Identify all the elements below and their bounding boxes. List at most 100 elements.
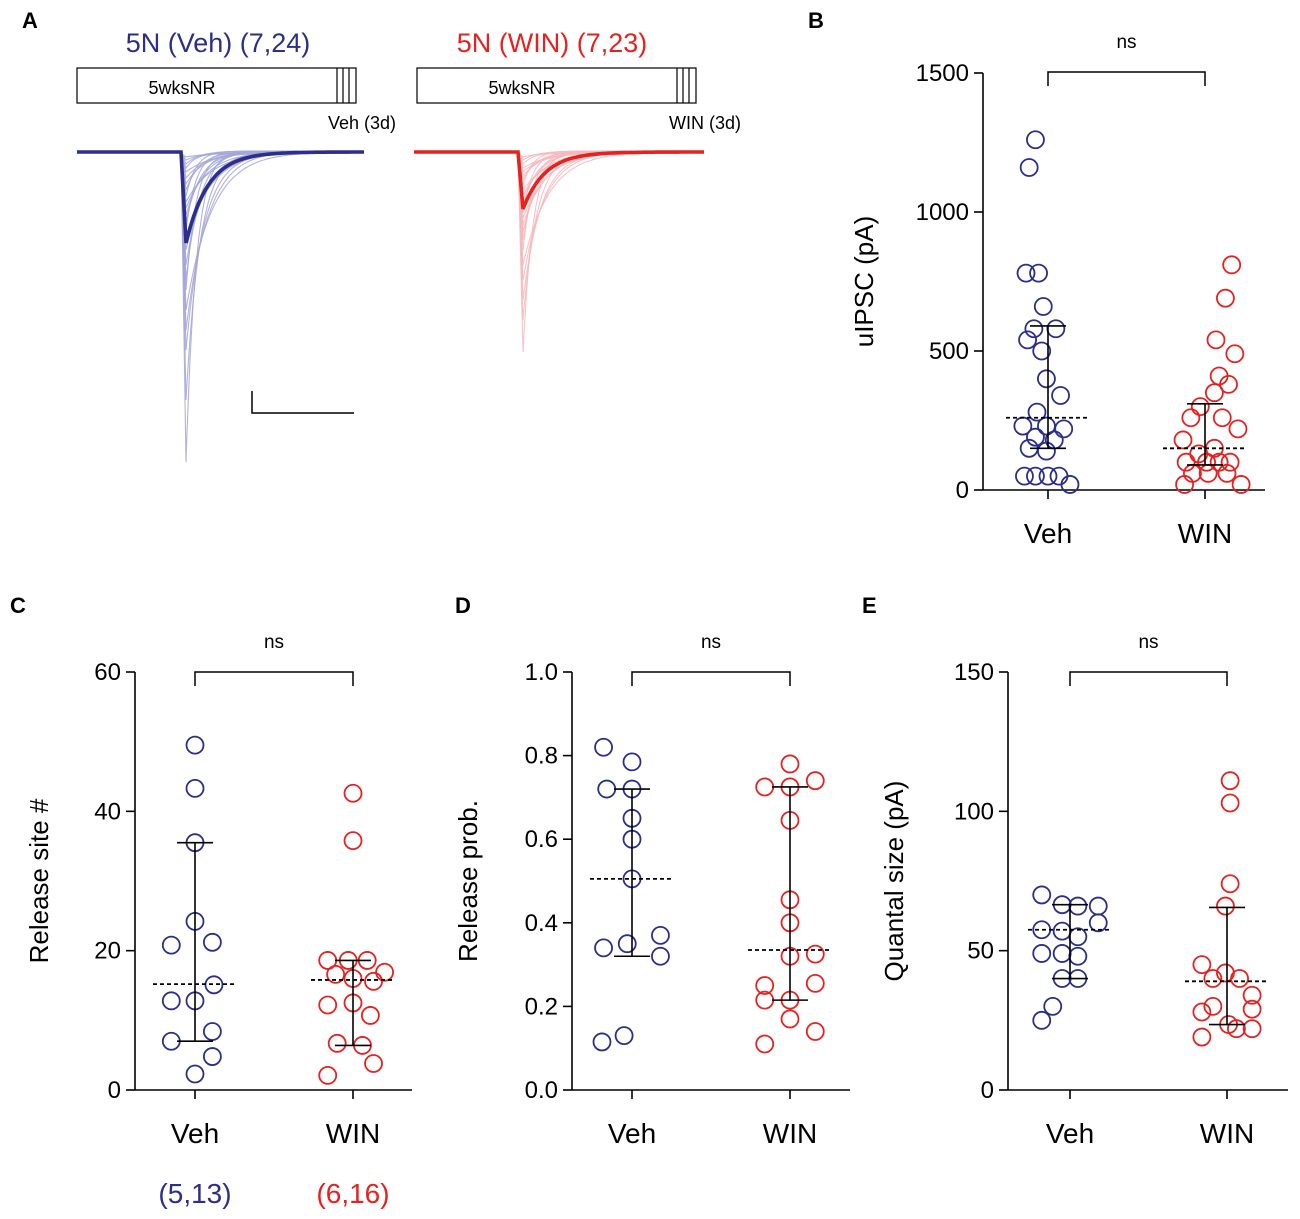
data-point [161, 935, 181, 955]
panel-a-letter: A [22, 8, 38, 33]
data-point [1197, 452, 1216, 472]
y-tick-label: 50 [967, 938, 994, 965]
data-point [805, 771, 825, 791]
panel-d-letter: D [455, 593, 471, 618]
y-axis-label: Release prob. [453, 800, 483, 962]
y-tick-label: 0.8 [525, 743, 558, 770]
x-category-label: WIN [1178, 518, 1232, 549]
data-point [1228, 419, 1248, 439]
panel-b-letter: B [808, 8, 824, 33]
data-point [1192, 1027, 1212, 1047]
data-point [755, 777, 775, 797]
data-point [1220, 793, 1240, 813]
data-point [755, 1034, 775, 1054]
data-point [1051, 386, 1070, 405]
x-category-label: Veh [608, 1118, 656, 1149]
data-point [1026, 466, 1045, 486]
y-tick-label: 0.6 [525, 826, 558, 853]
win-trace [414, 151, 704, 213]
series-win [748, 754, 832, 1054]
data-point [1220, 874, 1240, 894]
y-axis-label: Quantal size (pA) [879, 781, 909, 982]
data-point [1242, 985, 1262, 1005]
significance-bracket [631, 671, 791, 686]
y-tick-label: 40 [94, 798, 121, 825]
x-category-label: Veh [1046, 1118, 1094, 1149]
data-point [1242, 999, 1262, 1019]
veh-trace [77, 152, 364, 351]
y-tick-label: 1500 [916, 60, 969, 87]
data-point [1068, 896, 1088, 916]
win-trace [414, 150, 704, 219]
data-point [1024, 319, 1044, 339]
data-point [326, 964, 346, 984]
data-point [805, 1022, 825, 1041]
data-point [805, 944, 825, 964]
data-point [1032, 1010, 1052, 1030]
data-point [1038, 466, 1058, 486]
data-point [594, 737, 613, 757]
data-point [1216, 896, 1235, 916]
veh-trace [77, 151, 364, 311]
data-point [617, 934, 637, 954]
data-point [1192, 955, 1212, 974]
win-trace [414, 150, 704, 281]
data-point [1220, 452, 1240, 472]
data-point [1217, 463, 1237, 483]
data-point [161, 991, 181, 1011]
series-veh [590, 737, 674, 1052]
series-veh [153, 735, 237, 1084]
data-point [651, 925, 670, 945]
panel-e-letter: E [862, 593, 877, 618]
data-point [1016, 263, 1036, 283]
data-point [1068, 927, 1088, 947]
data-point [614, 1026, 634, 1046]
veh-protocol-bar: 5wksNR [76, 67, 357, 104]
data-point [1026, 130, 1045, 150]
data-point [1052, 944, 1072, 963]
veh-trace [77, 152, 364, 251]
data-point [1027, 402, 1047, 422]
data-point [1032, 341, 1052, 361]
data-point [1222, 255, 1242, 275]
data-point [597, 779, 617, 799]
data-point [1176, 452, 1196, 472]
y-tick-label: 0.0 [525, 1077, 558, 1104]
data-point [1230, 969, 1249, 988]
data-point [1026, 427, 1045, 447]
data-point [594, 938, 613, 958]
series-veh [1006, 130, 1090, 494]
data-point [202, 1047, 222, 1066]
significance-bracket [1047, 71, 1206, 86]
data-point [1181, 408, 1201, 428]
data-point [1198, 463, 1218, 483]
series-win [311, 783, 395, 1085]
data-point [375, 962, 395, 982]
data-point [780, 1009, 800, 1029]
data-point [364, 971, 383, 991]
win-mean-trace [414, 150, 704, 210]
y-tick-label: 0.2 [525, 993, 558, 1020]
data-point [202, 932, 222, 952]
panel-c: C 0 20 40 60 Release site # Veh WIN (5,13) (6,16)… [10, 593, 412, 1209]
data-point [1060, 475, 1080, 494]
data-point [1029, 263, 1048, 283]
data-point [318, 1065, 338, 1085]
data-point [1037, 369, 1056, 389]
win-trace [414, 152, 704, 192]
veh-mean-trace [77, 150, 364, 244]
panel-a: A 5N (Veh) (7,24) 5wksNR Veh (3d) 5N (WI… [22, 8, 741, 463]
data-point [343, 831, 363, 850]
x-category-label: WIN [326, 1118, 380, 1149]
y-tick-label: 0 [956, 477, 969, 504]
panel-c-letter: C [10, 593, 26, 618]
data-point [1032, 944, 1052, 963]
data-point [755, 976, 775, 995]
data-point [1088, 913, 1108, 933]
data-point [1192, 1002, 1212, 1022]
veh-trace [77, 150, 364, 331]
significance-label: ns [1116, 32, 1136, 53]
data-point [1203, 969, 1223, 988]
series-win [1163, 255, 1251, 494]
